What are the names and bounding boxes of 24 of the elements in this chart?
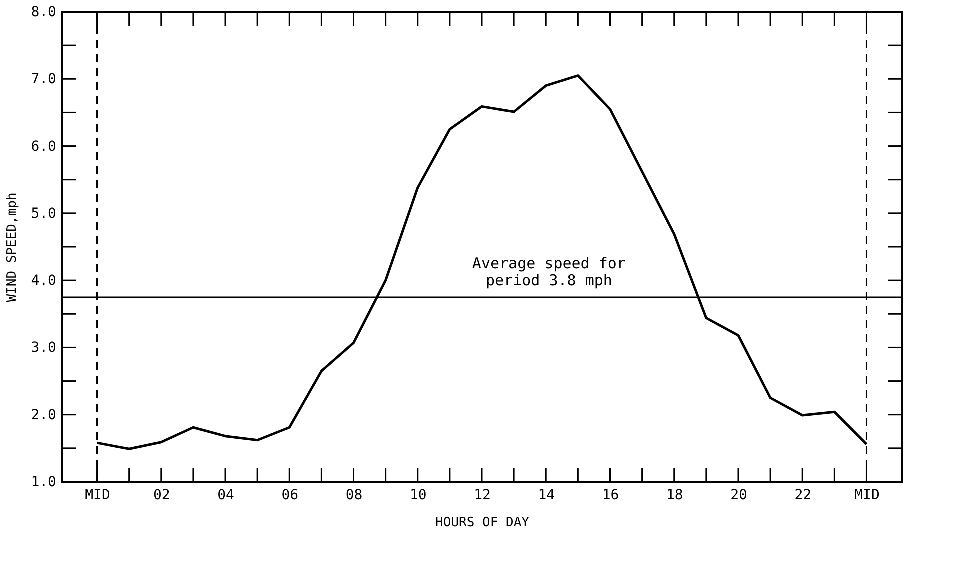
y-tick-label: 5.0: [31, 206, 56, 222]
x-tick-label: 20: [730, 488, 748, 504]
x-tick-label: MID: [85, 488, 110, 504]
x-tick-label: 16: [602, 488, 620, 504]
y-tick-label: 4.0: [31, 273, 56, 290]
y-tick-label: 1.0: [31, 474, 56, 490]
x-tick-label: 10: [410, 488, 427, 504]
y-tick-label: 6.0: [31, 138, 56, 155]
x-tick-label: 02: [153, 488, 170, 504]
x-tick-label: 18: [666, 488, 684, 504]
x-axis-title: HOURS OF DAY: [436, 516, 530, 530]
y-tick-label: 3.0: [31, 340, 56, 356]
x-tick-label: 08: [346, 488, 363, 504]
ref-line-label: Average speed for period 3.8 mph: [472, 254, 626, 290]
x-tick-label: 14: [538, 488, 556, 504]
x-tick-label: 04: [218, 488, 234, 504]
y-tick-label: 8.0: [31, 4, 56, 20]
y-tick-label: 2.0: [31, 407, 56, 424]
x-tick-label: 22: [794, 488, 812, 504]
x-tick-label: MID: [854, 488, 880, 504]
y-axis-title: WIND SPEED,mph: [5, 192, 20, 302]
y-tick-label: 7.0: [31, 72, 56, 88]
x-tick-label: 06: [282, 488, 299, 504]
x-tick-label: 12: [474, 488, 491, 504]
